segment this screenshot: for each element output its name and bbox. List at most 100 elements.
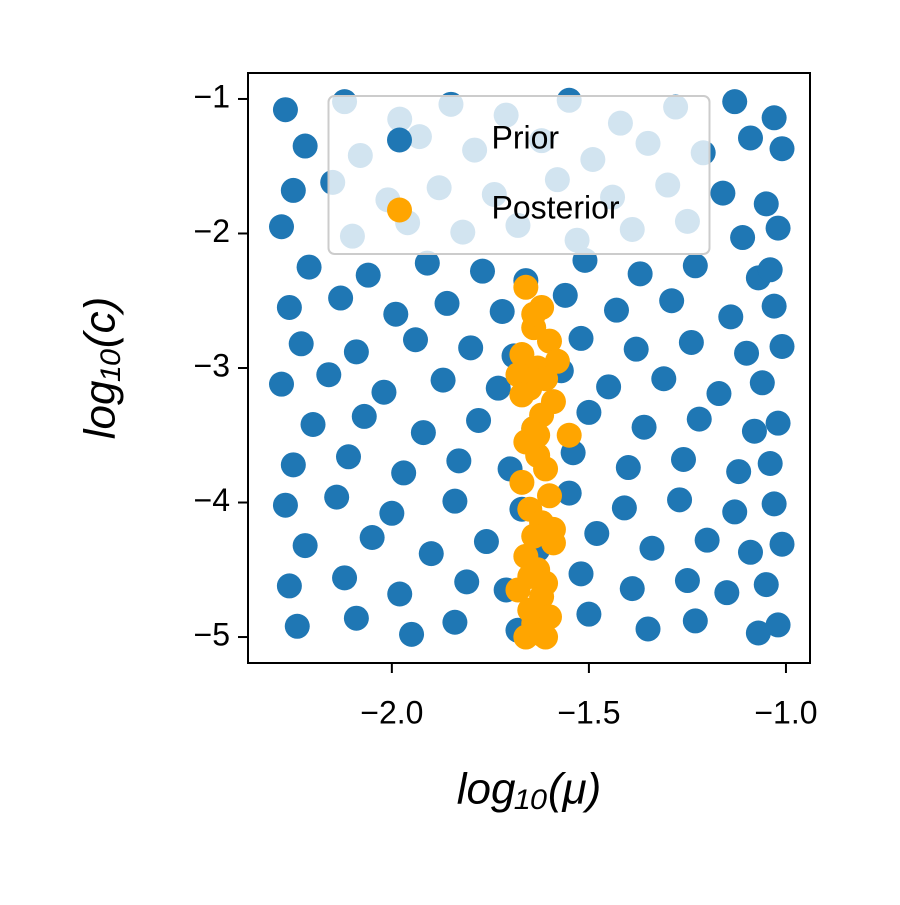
- scatter-point: [280, 177, 306, 203]
- scatter-point: [371, 379, 397, 405]
- scatter-point: [544, 348, 570, 374]
- scatter-point: [757, 451, 783, 477]
- scatter-point: [328, 285, 354, 311]
- scatter-point: [533, 456, 559, 482]
- scatter-point: [765, 612, 791, 638]
- scatter-point: [659, 288, 685, 314]
- scatter-point: [536, 483, 562, 509]
- scatter-point: [726, 459, 752, 485]
- scatter-point: [552, 282, 578, 308]
- scatter-point: [765, 215, 791, 241]
- scatter-point: [627, 261, 653, 287]
- x-axis-label: log₁₀(μ): [457, 765, 602, 814]
- scatter-point: [761, 491, 787, 517]
- scatter-point: [769, 333, 795, 359]
- scatter-point: [418, 541, 444, 567]
- scatter-point: [335, 444, 361, 470]
- scatter-point: [623, 336, 649, 362]
- x-tick-label: −1.0: [754, 694, 817, 730]
- y-axis-label: log₁₀(c): [76, 297, 125, 439]
- scatter-point: [753, 572, 779, 598]
- legend-marker: [387, 197, 412, 223]
- scatter-point: [722, 89, 748, 115]
- scatter-point: [718, 304, 744, 330]
- scatter-point: [761, 105, 787, 131]
- scatter-point: [682, 608, 708, 634]
- scatter-point: [300, 411, 326, 437]
- scatter-point: [761, 293, 787, 319]
- scatter-point: [446, 448, 472, 474]
- scatter-point: [540, 516, 566, 542]
- scatter-point: [741, 418, 767, 444]
- scatter-point: [272, 492, 298, 518]
- scatter-point: [410, 420, 436, 446]
- scatter-point: [576, 399, 602, 425]
- scatter-point: [737, 539, 763, 565]
- scatter-point: [391, 460, 417, 486]
- scatter-point: [509, 469, 535, 495]
- x-tick-label: −2.0: [360, 694, 423, 730]
- scatter-point: [682, 253, 708, 279]
- scatter-point: [355, 262, 381, 288]
- scatter-point: [292, 133, 318, 159]
- scatter-point: [276, 573, 302, 599]
- scatter-point: [469, 258, 495, 284]
- legend-label: Prior: [492, 119, 560, 155]
- scatter-point: [749, 370, 775, 396]
- scatter-point: [458, 335, 484, 361]
- scatter-point: [769, 136, 795, 162]
- scatter-point: [706, 381, 732, 407]
- scatter-point: [568, 325, 594, 351]
- scatter-point: [343, 605, 369, 631]
- scatter-point: [769, 531, 795, 557]
- scatter-point: [434, 290, 460, 316]
- scatter-point: [556, 480, 582, 506]
- scatter-point: [351, 403, 377, 429]
- y-tick-label: −4: [194, 482, 230, 518]
- legend-marker: [387, 127, 412, 153]
- scatter-point: [489, 299, 515, 325]
- scatter-point: [568, 561, 594, 587]
- scatter-point: [667, 487, 693, 513]
- scatter-point: [359, 524, 385, 550]
- scatter-point: [399, 621, 425, 647]
- scatter-point: [674, 568, 700, 594]
- scatter-point: [296, 254, 322, 280]
- scatter-point: [379, 500, 405, 526]
- scatter-point: [292, 533, 318, 559]
- y-tick-label: −2: [194, 213, 230, 249]
- y-tick-label: −1: [194, 78, 230, 114]
- legend-box: [327, 95, 711, 255]
- scatter-point: [509, 382, 535, 408]
- scatter-point: [536, 328, 562, 354]
- scatter-point: [619, 576, 645, 602]
- scatter-point: [513, 274, 539, 300]
- scatter-point: [525, 422, 551, 448]
- scatter-point: [343, 339, 369, 365]
- scatter-point: [268, 214, 294, 240]
- scatter-point: [272, 97, 298, 123]
- y-tick-label: −5: [194, 616, 230, 652]
- scatter-point: [521, 523, 547, 549]
- scatter-point: [505, 362, 531, 388]
- scatter-point: [730, 225, 756, 251]
- scatter-point: [765, 410, 791, 436]
- scatter-point: [466, 407, 492, 433]
- scatter-point: [611, 495, 637, 521]
- scatter-point: [473, 529, 499, 555]
- y-tick-label: −3: [194, 347, 230, 383]
- scatter-point: [745, 620, 771, 646]
- scatter-point: [442, 609, 468, 635]
- scatter-point: [631, 414, 657, 440]
- scatter-point: [430, 367, 456, 393]
- scatter-point: [485, 375, 511, 401]
- scatter-point: [454, 569, 480, 595]
- scatter-point: [584, 520, 610, 546]
- scatter-point: [529, 621, 555, 647]
- scatter-point: [316, 362, 342, 388]
- scatter-point: [694, 527, 720, 553]
- scatter-point: [332, 565, 358, 591]
- scatter-point: [615, 455, 641, 481]
- x-tick-label: −1.5: [557, 694, 620, 730]
